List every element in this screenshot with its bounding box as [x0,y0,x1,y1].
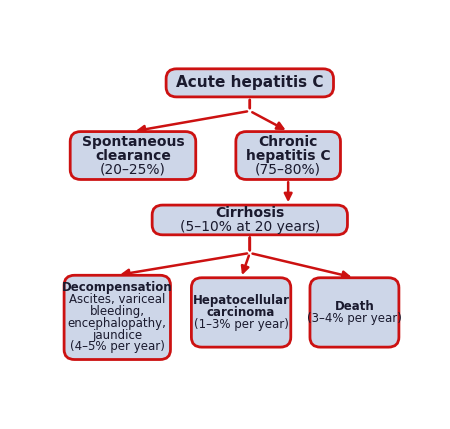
Text: Spontaneous: Spontaneous [81,135,184,148]
Text: Death: Death [334,300,374,313]
Text: clearance: clearance [95,148,171,163]
Text: (75–80%): (75–80%) [255,163,321,176]
Text: Chronic: Chronic [258,135,318,148]
Text: (5–10% at 20 years): (5–10% at 20 years) [180,220,320,234]
Text: Hepatocellular: Hepatocellular [193,294,290,307]
Text: Ascites, variceal: Ascites, variceal [69,293,166,306]
FancyBboxPatch shape [166,69,333,97]
Text: (3–4% per year): (3–4% per year) [307,312,402,325]
Text: hepatitis C: hepatitis C [246,148,330,163]
Text: Cirrhosis: Cirrhosis [215,206,284,220]
FancyBboxPatch shape [236,132,341,179]
FancyBboxPatch shape [70,132,196,179]
FancyBboxPatch shape [64,275,171,360]
Text: jaundice: jaundice [92,329,142,341]
Text: Decompensation: Decompensation [62,281,173,294]
FancyBboxPatch shape [191,278,291,347]
FancyBboxPatch shape [310,278,399,347]
Text: (1–3% per year): (1–3% per year) [194,318,288,331]
Text: (20–25%): (20–25%) [100,163,166,176]
Text: carcinoma: carcinoma [207,306,275,319]
Text: Acute hepatitis C: Acute hepatitis C [176,76,324,91]
FancyBboxPatch shape [152,205,347,235]
Text: (4–5% per year): (4–5% per year) [70,341,165,353]
Text: bleeding,: bleeding, [90,305,145,318]
Text: encephalopathy,: encephalopathy, [68,317,166,330]
